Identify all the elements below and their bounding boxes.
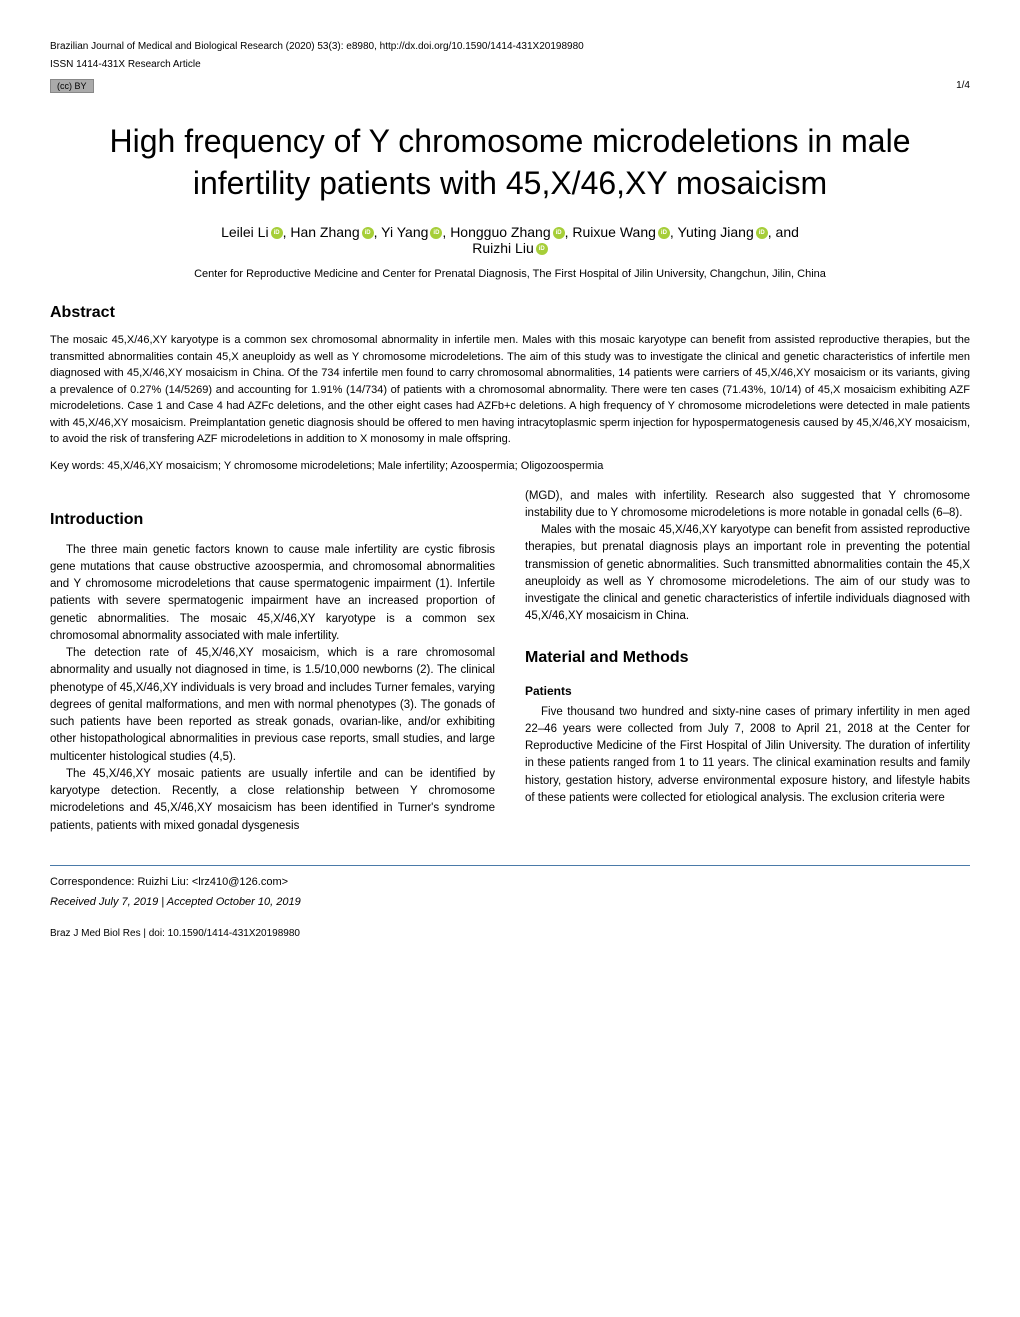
orcid-icon bbox=[362, 227, 374, 239]
orcid-icon bbox=[756, 227, 768, 239]
author-list: Leilei Li, Han Zhang, Yi Yang, Hongguo Z… bbox=[50, 224, 970, 256]
patients-subheading: Patients bbox=[525, 682, 970, 700]
intro-paragraph: The 45,X/46,XY mosaic patients are usual… bbox=[50, 766, 495, 835]
keywords-label: Key words: bbox=[50, 460, 104, 472]
received-accepted: Received July 7, 2019 | Accepted October… bbox=[50, 896, 970, 908]
intro-paragraph: Males with the mosaic 45,X/46,XY karyoty… bbox=[525, 522, 970, 626]
footer-rule bbox=[50, 865, 970, 866]
author-name: Ruizhi Liu bbox=[472, 240, 533, 256]
right-column: (MGD), and males with infertility. Resea… bbox=[525, 488, 970, 835]
author-name: Han Zhang bbox=[290, 224, 359, 240]
separator: , and bbox=[768, 224, 799, 240]
orcid-icon bbox=[553, 227, 565, 239]
orcid-icon bbox=[658, 227, 670, 239]
orcid-icon bbox=[271, 227, 283, 239]
correspondence-email: <lrz410@126.com> bbox=[192, 876, 288, 888]
methods-paragraph: Five thousand two hundred and sixty-nine… bbox=[525, 704, 970, 808]
page-number: 1/4 bbox=[50, 80, 970, 91]
article-title: High frequency of Y chromosome microdele… bbox=[50, 121, 970, 204]
left-column: Introduction The three main genetic fact… bbox=[50, 488, 495, 835]
journal-citation: Brazilian Journal of Medical and Biologi… bbox=[50, 40, 970, 54]
correspondence-label: Correspondence: bbox=[50, 876, 137, 888]
introduction-heading: Introduction bbox=[50, 508, 495, 532]
footer-doi: Braz J Med Biol Res | doi: 10.1590/1414-… bbox=[50, 928, 970, 939]
author-name: Ruixue Wang bbox=[572, 224, 656, 240]
body-columns: Introduction The three main genetic fact… bbox=[50, 488, 970, 835]
methods-heading: Material and Methods bbox=[525, 646, 970, 670]
abstract-text: The mosaic 45,X/46,XY karyotype is a com… bbox=[50, 332, 970, 448]
intro-paragraph-continued: (MGD), and males with infertility. Resea… bbox=[525, 488, 970, 523]
issn-line: ISSN 1414-431X Research Article bbox=[50, 58, 970, 72]
keywords: Key words: 45,X/46,XY mosaicism; Y chrom… bbox=[50, 460, 970, 472]
intro-paragraph: The three main genetic factors known to … bbox=[50, 542, 495, 646]
correspondence-name: Ruizhi Liu: bbox=[137, 876, 191, 888]
keywords-text: 45,X/46,XY mosaicism; Y chromosome micro… bbox=[107, 460, 603, 472]
correspondence: Correspondence: Ruizhi Liu: <lrz410@126.… bbox=[50, 876, 970, 888]
cc-license-badge: (cc) BY bbox=[50, 79, 94, 93]
abstract-heading: Abstract bbox=[50, 304, 970, 322]
intro-paragraph: The detection rate of 45,X/46,XY mosaici… bbox=[50, 645, 495, 766]
author-name: Yuting Jiang bbox=[677, 224, 753, 240]
author-name: Leilei Li bbox=[221, 224, 268, 240]
author-name: Hongguo Zhang bbox=[450, 224, 550, 240]
affiliation: Center for Reproductive Medicine and Cen… bbox=[50, 268, 970, 280]
orcid-icon bbox=[536, 243, 548, 255]
author-name: Yi Yang bbox=[381, 224, 428, 240]
orcid-icon bbox=[430, 227, 442, 239]
